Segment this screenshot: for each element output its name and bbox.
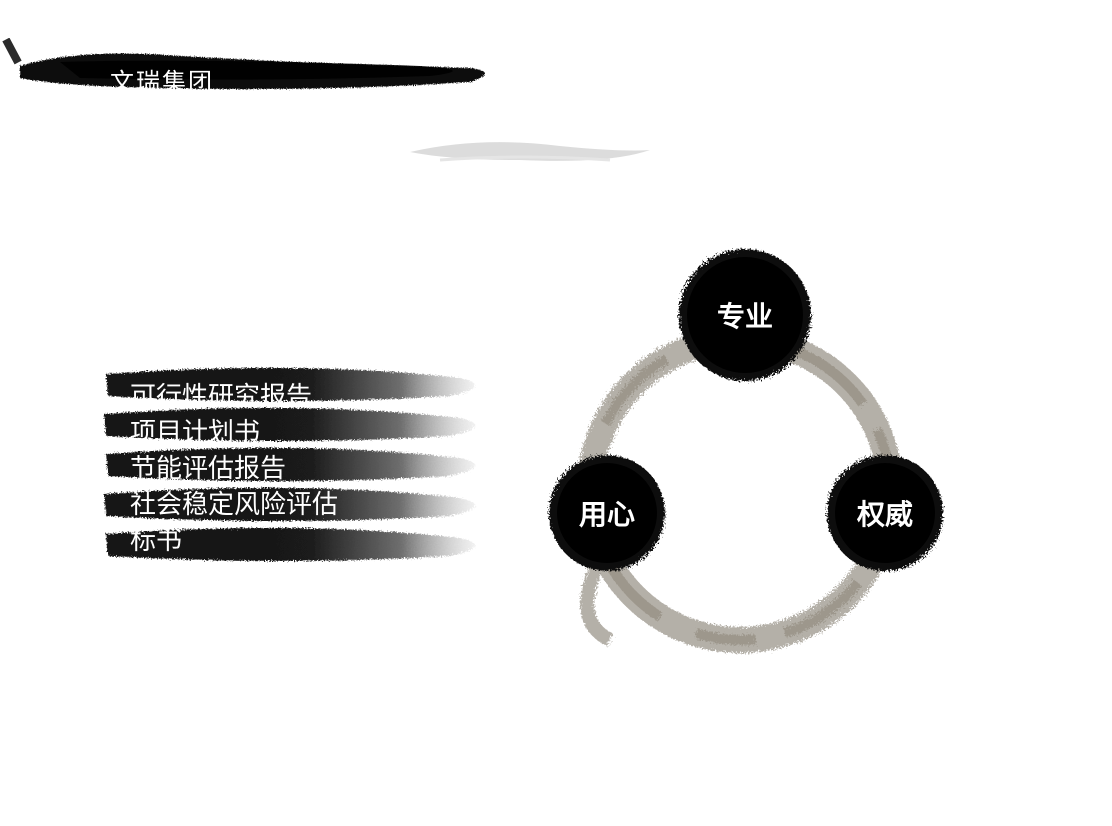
- service-item: 项目计划书: [130, 414, 338, 450]
- header-brush-icon: [0, 38, 520, 98]
- node-dedicated: 用心: [542, 448, 672, 578]
- service-item: 社会稳定风险评估: [130, 486, 338, 522]
- node-professional: 专业: [670, 240, 820, 390]
- node-label: 权威: [820, 493, 950, 533]
- company-name: 文瑞集团: [110, 62, 214, 97]
- smudge-icon: [400, 130, 660, 170]
- node-label: 专业: [670, 295, 820, 335]
- services-list: 可行性研究报告 项目计划书 节能评估报告 社会稳定风险评估 标书: [130, 378, 338, 558]
- service-item: 可行性研究报告: [130, 378, 338, 414]
- slide-canvas: 文瑞集团 可行性研究报告 项目计划书 节能评估报告 社会稳定风险评估: [0, 0, 1112, 826]
- service-item: 标书: [130, 522, 338, 558]
- node-authority: 权威: [820, 448, 950, 578]
- service-item: 节能评估报告: [130, 450, 338, 486]
- node-label: 用心: [542, 493, 672, 533]
